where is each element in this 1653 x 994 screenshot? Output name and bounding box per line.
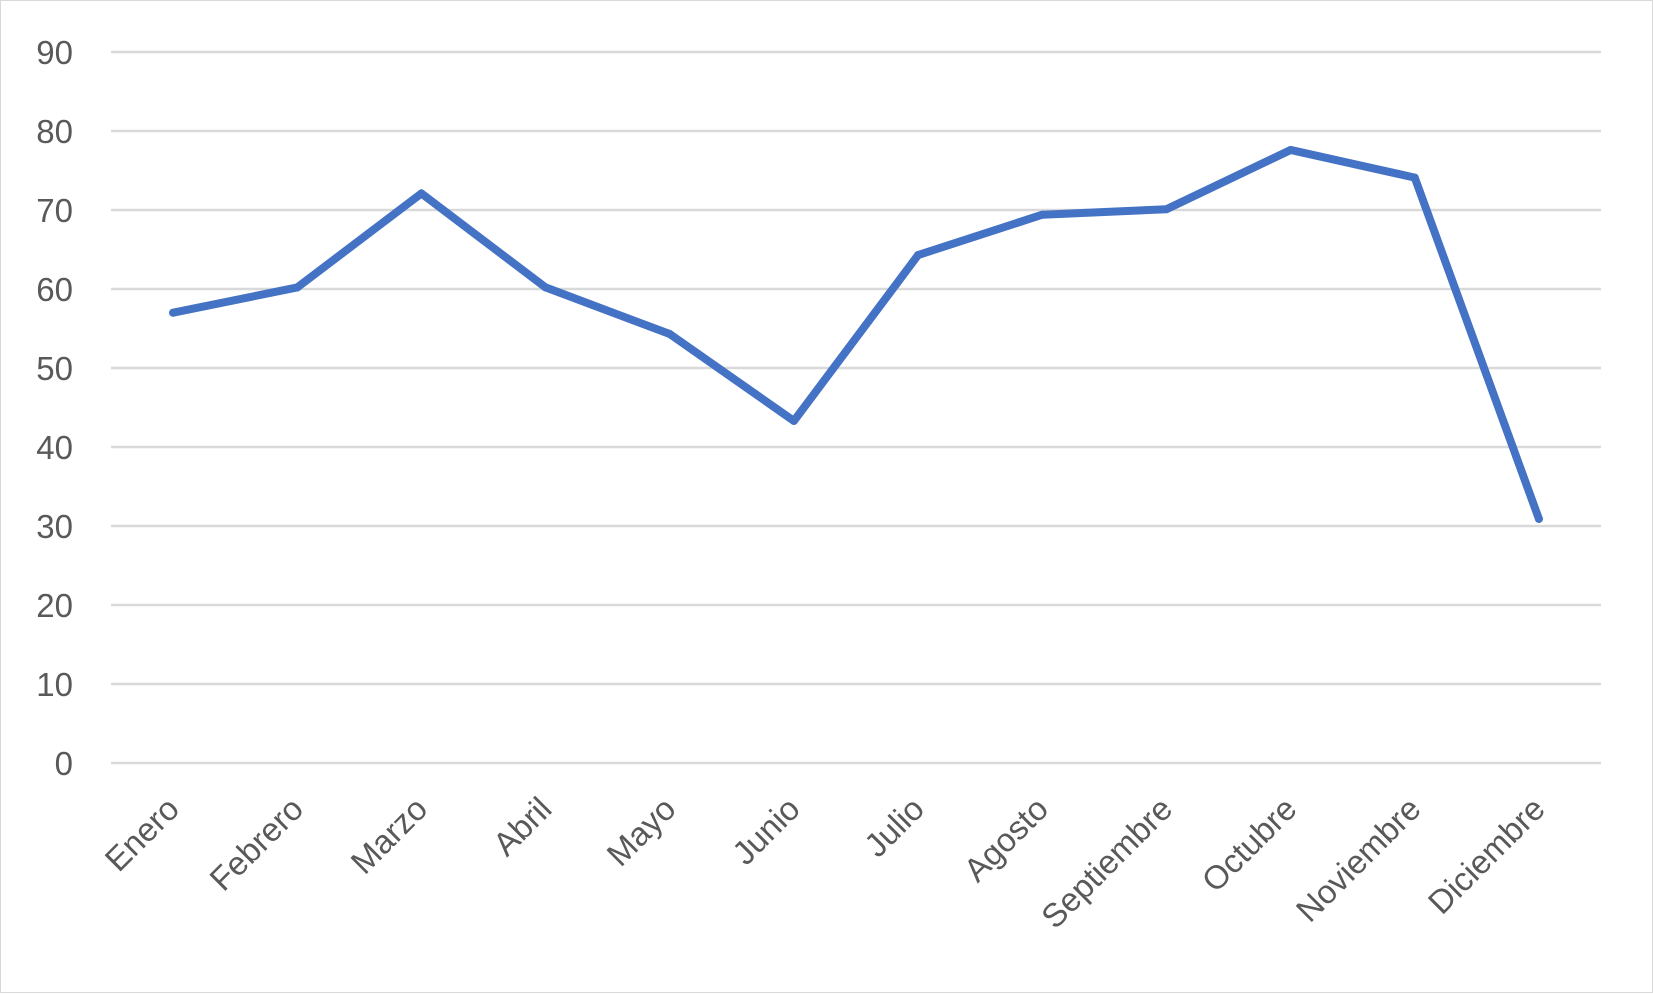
data-point xyxy=(1410,173,1419,182)
data-point xyxy=(541,283,550,292)
y-tick-label: 0 xyxy=(55,745,73,782)
data-point xyxy=(1038,210,1047,219)
y-tick-label: 80 xyxy=(36,113,73,150)
y-axis-ticks: 0 10 20 30 40 50 60 70 80 90 xyxy=(36,34,73,782)
x-tick-label: Octubre xyxy=(1194,790,1303,899)
y-tick-label: 20 xyxy=(36,587,73,624)
data-point xyxy=(169,308,178,317)
y-tick-label: 50 xyxy=(36,350,73,387)
x-tick-label: Julio xyxy=(857,790,931,864)
y-tick-label: 90 xyxy=(36,34,73,71)
data-point xyxy=(1286,145,1295,154)
data-point xyxy=(665,330,674,339)
y-tick-label: 30 xyxy=(36,508,73,545)
data-point xyxy=(789,416,798,425)
data-point xyxy=(1534,514,1543,523)
data-point xyxy=(1162,205,1171,214)
x-tick-label: Agosto xyxy=(956,790,1055,889)
x-tick-label: Enero xyxy=(98,790,186,878)
gridlines xyxy=(111,50,1601,765)
y-tick-label: 70 xyxy=(36,192,73,229)
y-tick-label: 10 xyxy=(36,666,73,703)
x-axis-ticks: Enero Febrero Marzo Abril Mayo Junio Julio Agos… xyxy=(98,790,1552,935)
x-tick-label: Septiembre xyxy=(1034,790,1179,935)
x-tick-label: Junio xyxy=(725,790,807,872)
x-tick-label: Abril xyxy=(486,790,559,863)
y-tick-label: 40 xyxy=(36,429,73,466)
data-point xyxy=(914,251,923,260)
x-tick-label: Marzo xyxy=(343,790,434,881)
data-point xyxy=(293,283,302,292)
data-point xyxy=(417,189,426,198)
x-tick-label: Diciembre xyxy=(1421,790,1552,921)
series-layer xyxy=(169,145,1543,523)
x-tick-label: Febrero xyxy=(202,790,310,898)
series-line xyxy=(169,145,1543,523)
x-tick-label: Mayo xyxy=(599,790,682,873)
y-tick-label: 60 xyxy=(36,271,73,308)
x-tick-label: Noviembre xyxy=(1289,790,1428,929)
